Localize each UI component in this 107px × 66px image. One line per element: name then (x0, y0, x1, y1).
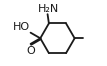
Text: O: O (26, 46, 35, 56)
Text: HO: HO (13, 22, 30, 32)
Text: H₂N: H₂N (38, 3, 59, 14)
